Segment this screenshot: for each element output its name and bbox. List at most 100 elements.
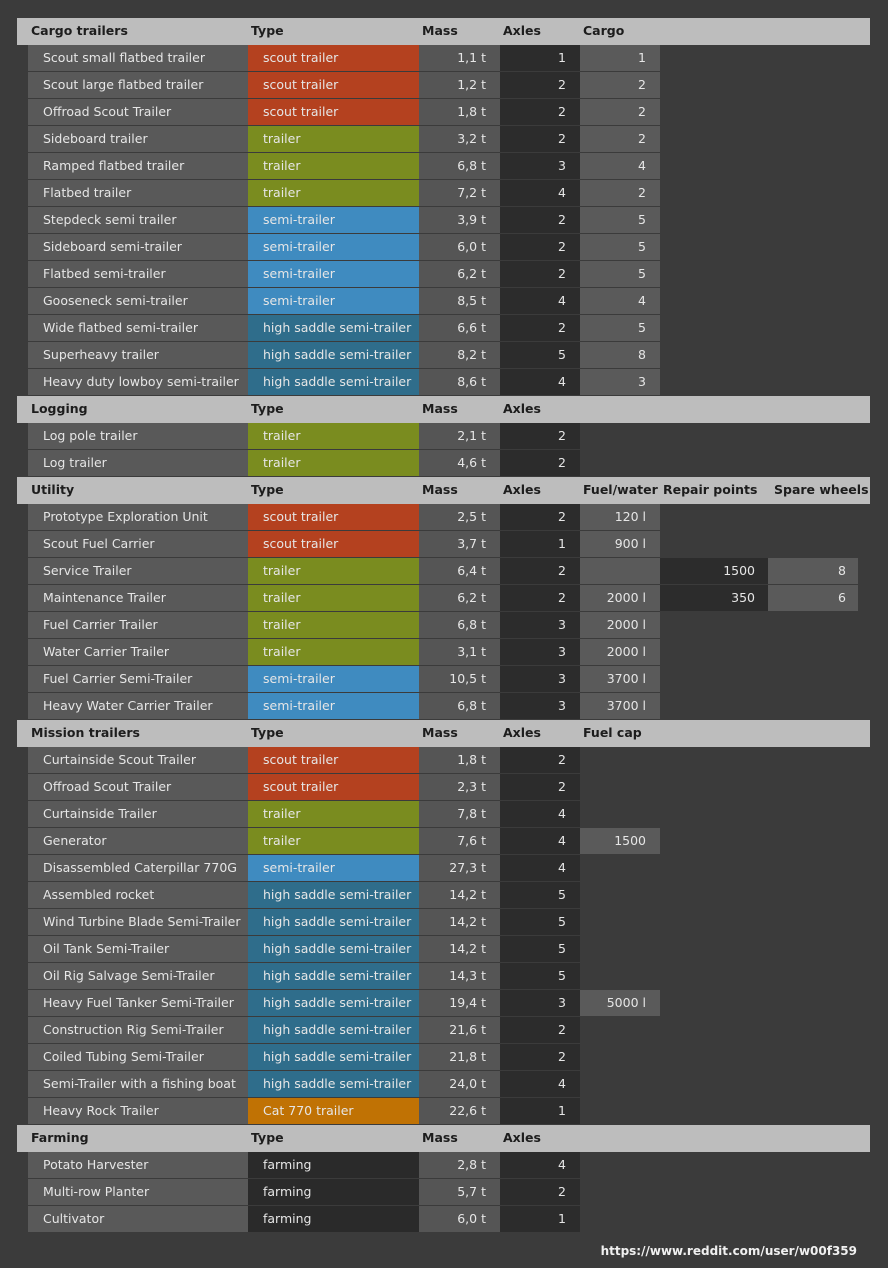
type-cell: trailer <box>248 585 419 612</box>
mass-cell: 5,7 t <box>419 1179 500 1206</box>
type-cell: trailer <box>248 639 419 666</box>
mass-cell: 27,3 t <box>419 855 500 882</box>
name-cell: Log trailer <box>28 450 248 477</box>
mass-cell: 2,8 t <box>419 1152 500 1179</box>
mass-cell: 1,2 t <box>419 72 500 99</box>
axles-cell: 2 <box>500 72 580 99</box>
type-cell: farming <box>248 1206 419 1233</box>
axles-cell: 4 <box>500 828 580 855</box>
col5-cell: 1500 <box>580 828 660 855</box>
mass-cell: 1,1 t <box>419 45 500 72</box>
col7-cell: 6 <box>768 585 858 612</box>
col5-cell: 3700 l <box>580 666 660 693</box>
axles-cell: 2 <box>500 207 580 234</box>
axles-cell: 1 <box>500 1206 580 1233</box>
type-cell: semi-trailer <box>248 288 419 315</box>
column-header: Type <box>251 725 284 740</box>
mass-cell: 2,1 t <box>419 423 500 450</box>
name-cell: Log pole trailer <box>28 423 248 450</box>
section-header <box>17 1125 870 1152</box>
col5-cell: 1 <box>580 45 660 72</box>
column-header: Axles <box>503 23 541 38</box>
col5-cell: 120 l <box>580 504 660 531</box>
type-cell: trailer <box>248 423 419 450</box>
mass-cell: 1,8 t <box>419 747 500 774</box>
section-title: Farming <box>31 1130 89 1145</box>
mass-cell: 21,8 t <box>419 1044 500 1071</box>
name-cell: Heavy Water Carrier Trailer <box>28 693 248 720</box>
name-cell: Fuel Carrier Semi-Trailer <box>28 666 248 693</box>
axles-cell: 2 <box>500 504 580 531</box>
type-cell: high saddle semi-trailer <box>248 369 419 396</box>
axles-cell: 5 <box>500 882 580 909</box>
axles-cell: 1 <box>500 531 580 558</box>
axles-cell: 4 <box>500 288 580 315</box>
name-cell: Curtainside Trailer <box>28 801 248 828</box>
type-cell: high saddle semi-trailer <box>248 1017 419 1044</box>
column-header: Mass <box>422 482 458 497</box>
column-header: Fuel/water <box>583 482 658 497</box>
col5-cell: 4 <box>580 153 660 180</box>
col5-cell: 900 l <box>580 531 660 558</box>
type-cell: scout trailer <box>248 45 419 72</box>
axles-cell: 4 <box>500 801 580 828</box>
axles-cell: 5 <box>500 963 580 990</box>
axles-cell: 3 <box>500 612 580 639</box>
axles-cell: 1 <box>500 1098 580 1125</box>
column-header: Type <box>251 1130 284 1145</box>
col6-cell: 1500 <box>660 558 768 585</box>
name-cell: Scout small flatbed trailer <box>28 45 248 72</box>
type-cell: semi-trailer <box>248 693 419 720</box>
axles-cell: 3 <box>500 666 580 693</box>
mass-cell: 6,2 t <box>419 585 500 612</box>
column-header: Axles <box>503 482 541 497</box>
axles-cell: 2 <box>500 126 580 153</box>
type-cell: trailer <box>248 612 419 639</box>
mass-cell: 2,3 t <box>419 774 500 801</box>
name-cell: Coiled Tubing Semi-Trailer <box>28 1044 248 1071</box>
col5-cell: 2 <box>580 99 660 126</box>
mass-cell: 6,4 t <box>419 558 500 585</box>
type-cell: high saddle semi-trailer <box>248 936 419 963</box>
column-header: Type <box>251 482 284 497</box>
name-cell: Semi-Trailer with a fishing boat <box>28 1071 248 1098</box>
type-cell: trailer <box>248 828 419 855</box>
section-header <box>17 396 870 423</box>
col5-cell: 2 <box>580 126 660 153</box>
name-cell: Maintenance Trailer <box>28 585 248 612</box>
type-cell: trailer <box>248 450 419 477</box>
axles-cell: 4 <box>500 369 580 396</box>
axles-cell: 2 <box>500 1044 580 1071</box>
name-cell: Ramped flatbed trailer <box>28 153 248 180</box>
axles-cell: 2 <box>500 774 580 801</box>
name-cell: Oil Tank Semi-Trailer <box>28 936 248 963</box>
axles-cell: 3 <box>500 153 580 180</box>
name-cell: Water Carrier Trailer <box>28 639 248 666</box>
axles-cell: 3 <box>500 639 580 666</box>
section-header <box>17 477 870 504</box>
col6-cell: 350 <box>660 585 768 612</box>
name-cell: Heavy Fuel Tanker Semi-Trailer <box>28 990 248 1017</box>
column-header: Type <box>251 23 284 38</box>
column-header: Axles <box>503 401 541 416</box>
type-cell: trailer <box>248 558 419 585</box>
axles-cell: 3 <box>500 693 580 720</box>
name-cell: Heavy Rock Trailer <box>28 1098 248 1125</box>
name-cell: Curtainside Scout Trailer <box>28 747 248 774</box>
axles-cell: 3 <box>500 990 580 1017</box>
column-header: Spare wheels <box>774 482 869 497</box>
mass-cell: 6,0 t <box>419 234 500 261</box>
mass-cell: 14,2 t <box>419 936 500 963</box>
type-cell: semi-trailer <box>248 207 419 234</box>
type-cell: trailer <box>248 153 419 180</box>
type-cell: scout trailer <box>248 504 419 531</box>
mass-cell: 6,8 t <box>419 693 500 720</box>
col5-cell: 3 <box>580 369 660 396</box>
name-cell: Stepdeck semi trailer <box>28 207 248 234</box>
mass-cell: 14,3 t <box>419 963 500 990</box>
mass-cell: 7,6 t <box>419 828 500 855</box>
name-cell: Generator <box>28 828 248 855</box>
axles-cell: 2 <box>500 1017 580 1044</box>
col5-cell: 2 <box>580 72 660 99</box>
